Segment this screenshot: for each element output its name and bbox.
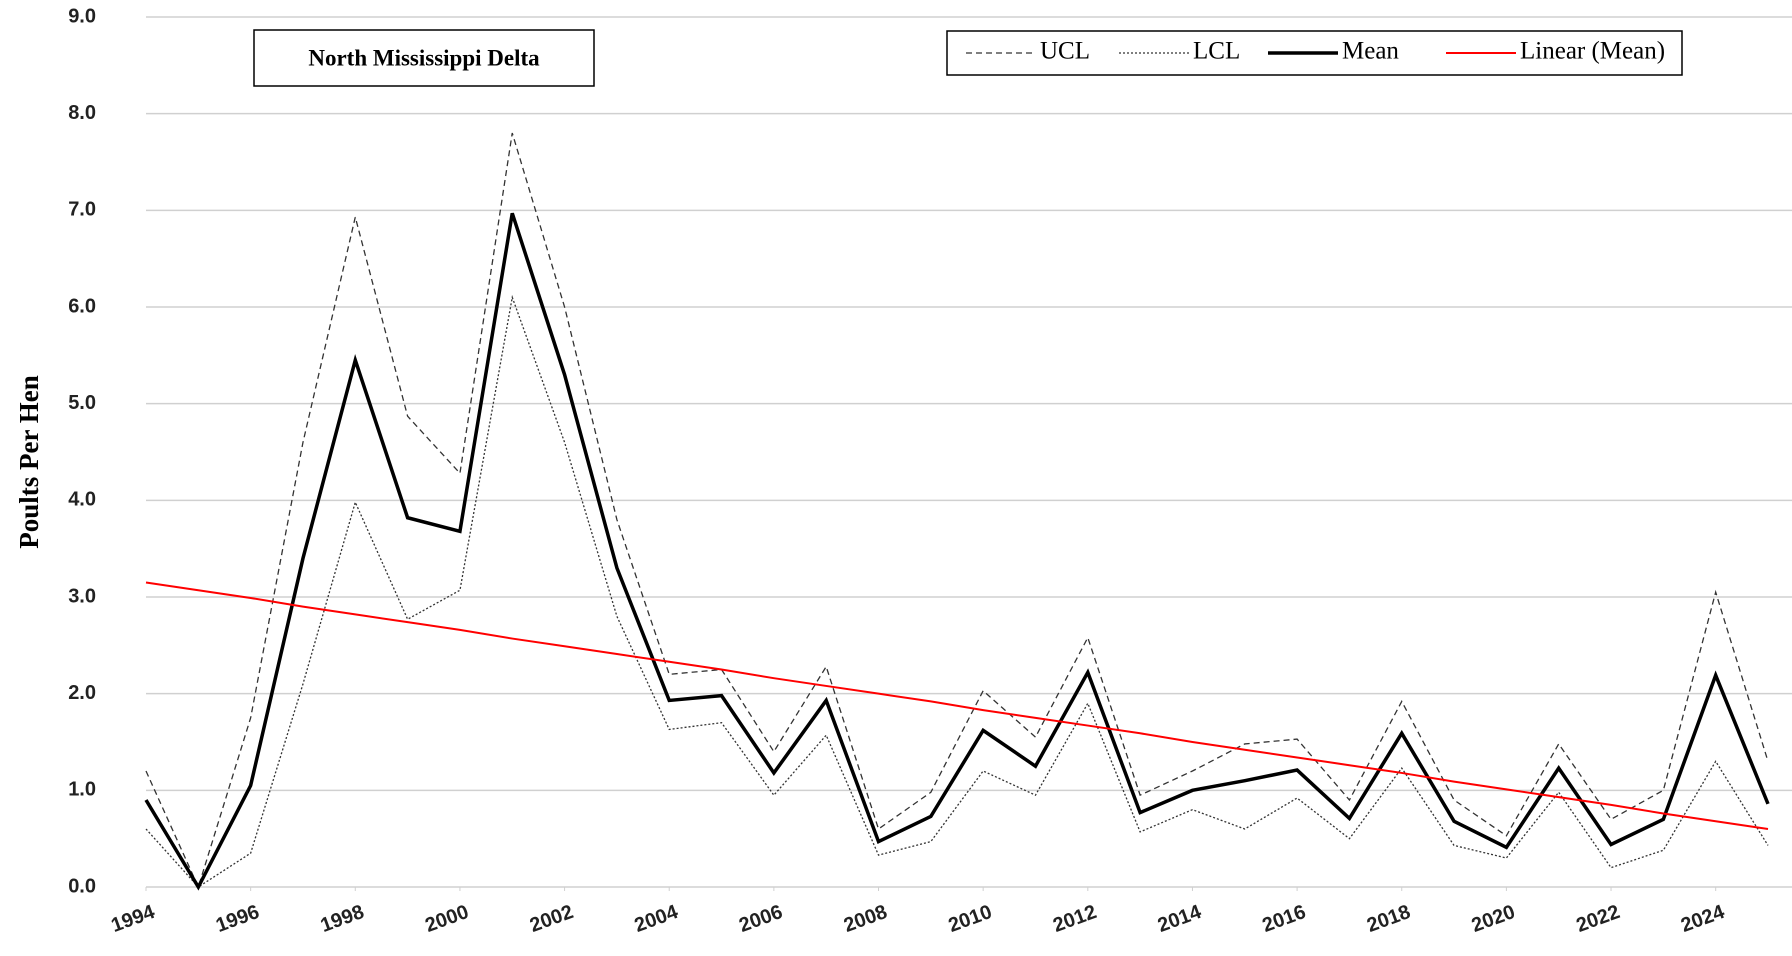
x-tick-label: 2018 <box>1364 901 1413 937</box>
series-line <box>145 581 1769 830</box>
x-tick-label: 2006 <box>736 901 785 937</box>
x-tick-label: 2014 <box>1155 901 1205 937</box>
y-tick-label: 4.0 <box>68 489 96 511</box>
series-line <box>145 294 1769 888</box>
legend-label: Mean <box>1342 38 1399 65</box>
x-tick-label: 2000 <box>422 901 471 937</box>
x-tick-label: 2016 <box>1259 901 1308 937</box>
x-tick-label: 2022 <box>1573 901 1622 937</box>
x-tick-label: 2004 <box>632 901 682 937</box>
y-tick-label: 2.0 <box>68 682 96 704</box>
y-tick-label: 7.0 <box>68 199 96 221</box>
x-tick-label: 2002 <box>527 901 576 937</box>
annotation: North Mississippi Delta <box>308 45 540 70</box>
y-tick-label: 6.0 <box>68 295 96 317</box>
x-tick-label: 2010 <box>946 901 995 937</box>
annotation-box <box>253 29 595 87</box>
y-tick-label: 0.0 <box>68 875 96 897</box>
y-axis-label: Poults Per Hen <box>14 375 44 548</box>
legend-label: Linear (Mean) <box>1520 38 1665 65</box>
series-line <box>145 132 1769 889</box>
x-tick-label: 2024 <box>1678 901 1728 937</box>
y-tick-label: 9.0 <box>68 5 96 27</box>
x-tick-label: 1996 <box>213 901 262 937</box>
y-tick-label: 1.0 <box>68 779 96 801</box>
legend-label: UCL <box>1040 38 1090 65</box>
series-line <box>144 212 1770 891</box>
x-tick-label: 2008 <box>841 901 890 937</box>
x-tick-label: 1994 <box>108 901 158 937</box>
legend-label: LCL <box>1193 38 1240 65</box>
y-tick-label: 3.0 <box>68 585 96 607</box>
x-tick-label: 2012 <box>1050 901 1099 937</box>
y-tick-label: 8.0 <box>68 102 96 124</box>
y-tick-label: 5.0 <box>68 392 96 414</box>
x-tick-label: 2020 <box>1469 901 1518 937</box>
x-tick-label: 1998 <box>318 901 367 937</box>
